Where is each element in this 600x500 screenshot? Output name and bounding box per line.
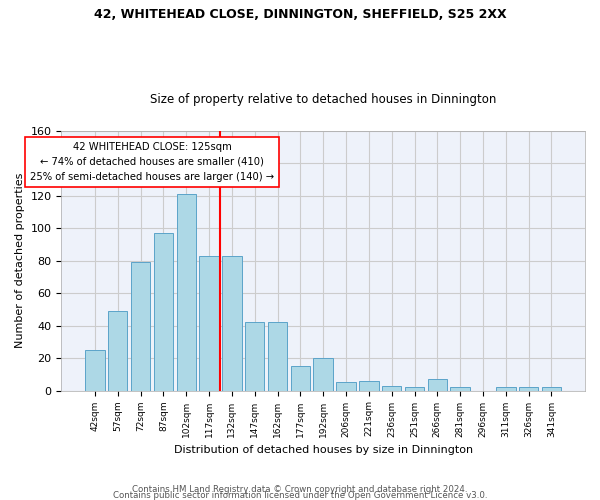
Bar	[519, 388, 538, 390]
Bar	[154, 233, 173, 390]
X-axis label: Distribution of detached houses by size in Dinnington: Distribution of detached houses by size …	[173, 445, 473, 455]
Bar	[131, 262, 150, 390]
Bar	[451, 388, 470, 390]
Bar	[199, 256, 219, 390]
Text: Contains public sector information licensed under the Open Government Licence v3: Contains public sector information licen…	[113, 491, 487, 500]
Title: Size of property relative to detached houses in Dinnington: Size of property relative to detached ho…	[150, 93, 496, 106]
Bar	[542, 388, 561, 390]
Text: 42 WHITEHEAD CLOSE: 125sqm
← 74% of detached houses are smaller (410)
25% of sem: 42 WHITEHEAD CLOSE: 125sqm ← 74% of deta…	[30, 142, 274, 182]
Bar	[313, 358, 333, 390]
Bar	[176, 194, 196, 390]
Bar	[405, 388, 424, 390]
Bar	[337, 382, 356, 390]
Bar	[268, 322, 287, 390]
Bar	[382, 386, 401, 390]
Bar	[496, 388, 515, 390]
Bar	[108, 311, 127, 390]
Y-axis label: Number of detached properties: Number of detached properties	[15, 173, 25, 348]
Bar	[428, 379, 447, 390]
Bar	[359, 381, 379, 390]
Bar	[290, 366, 310, 390]
Bar	[85, 350, 104, 391]
Text: Contains HM Land Registry data © Crown copyright and database right 2024.: Contains HM Land Registry data © Crown c…	[132, 485, 468, 494]
Bar	[222, 256, 242, 390]
Text: 42, WHITEHEAD CLOSE, DINNINGTON, SHEFFIELD, S25 2XX: 42, WHITEHEAD CLOSE, DINNINGTON, SHEFFIE…	[94, 8, 506, 20]
Bar	[245, 322, 265, 390]
